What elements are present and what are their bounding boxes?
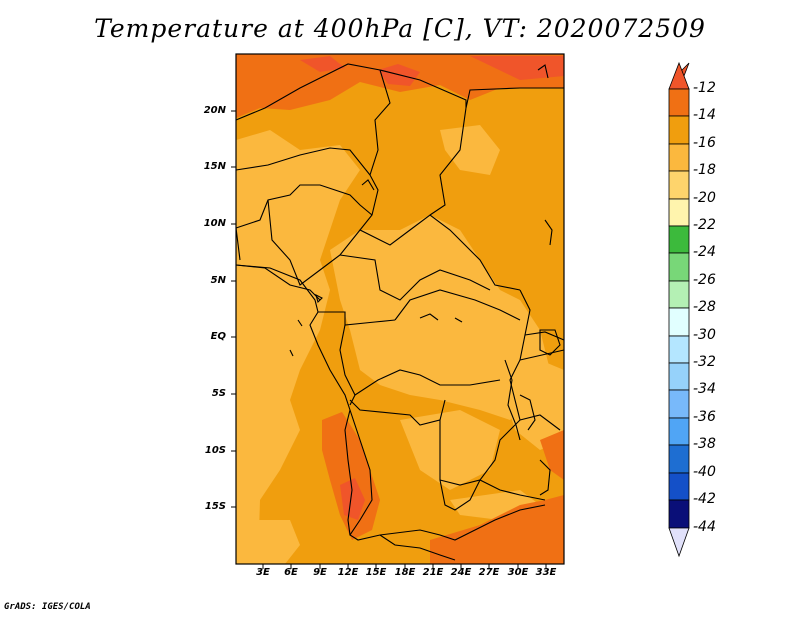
colorbar <box>668 61 690 558</box>
colorbar-label: -30 <box>693 327 716 343</box>
colorbar-label: -24 <box>693 244 716 260</box>
country-borders <box>235 63 565 561</box>
lat-label-15s: 15S <box>204 501 226 512</box>
lon-label-12e: 12E <box>337 567 359 578</box>
colorbar-label: -14 <box>693 107 716 123</box>
colorbar-label: -44 <box>693 519 716 535</box>
colorbar-label: -42 <box>693 491 716 507</box>
grads-credit: GrADS: IGES/COLA <box>4 602 91 612</box>
colorbar-label: -12 <box>693 80 716 96</box>
colorbar-label: -16 <box>693 135 716 151</box>
colorbar-label: -34 <box>693 381 716 397</box>
colorbar-label: -20 <box>693 190 716 206</box>
lat-label-eq: EQ <box>210 331 226 342</box>
colorbar-label: -18 <box>693 162 716 178</box>
colorbar-label: -26 <box>693 272 716 288</box>
colorbar-label: -32 <box>693 354 716 370</box>
lon-label-21e: 21E <box>422 567 444 578</box>
lon-label-27e: 27E <box>478 567 500 578</box>
lon-label-6e: 6E <box>284 567 298 578</box>
lon-label-15e: 15E <box>365 567 387 578</box>
map-title: Temperature at 400hPa [C], VT: 202007250… <box>94 14 706 43</box>
lon-label-30e: 30E <box>507 567 529 578</box>
lat-label-20n: 20N <box>203 105 226 116</box>
lat-label-10s: 10S <box>204 445 226 456</box>
lon-label-18e: 18E <box>394 567 416 578</box>
colorbar-label: -36 <box>693 409 716 425</box>
lat-ticks <box>231 110 236 508</box>
lon-ticks <box>262 564 547 569</box>
colorbar-label: -28 <box>693 299 716 315</box>
colorbar-label: -22 <box>693 217 716 233</box>
map-frame <box>235 53 565 565</box>
colorbar-bottom-arrow <box>668 527 690 558</box>
lon-label-3e: 3E <box>256 567 270 578</box>
lat-label-15n: 15N <box>203 161 226 172</box>
lon-label-24e: 24E <box>450 567 472 578</box>
lon-label-9e: 9E <box>313 567 327 578</box>
lat-label-5s: 5S <box>211 388 226 399</box>
colorbar-label: -38 <box>693 436 716 452</box>
colorbar-label: -40 <box>693 464 716 480</box>
lon-label-33e: 33E <box>535 567 557 578</box>
lat-label-10n: 10N <box>203 218 226 229</box>
temperature-field <box>236 54 564 564</box>
lat-label-5n: 5N <box>210 275 226 286</box>
